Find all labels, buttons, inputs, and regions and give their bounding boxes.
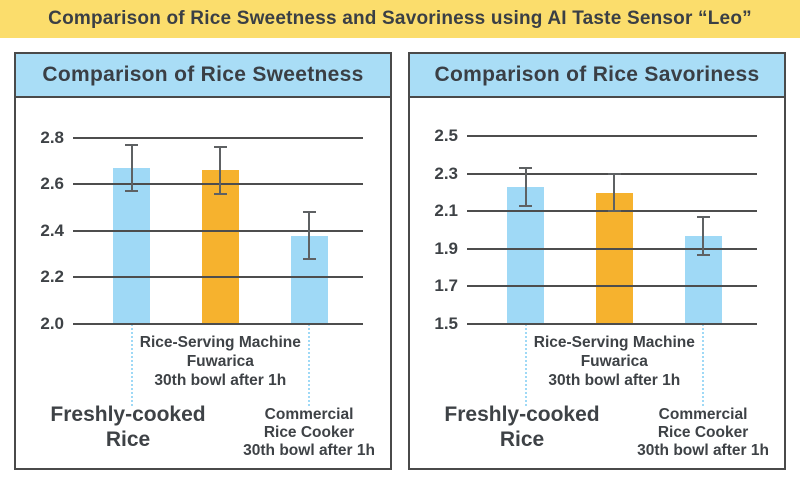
panel-sweetness: Comparison of Rice Sweetness 2.0 2.2 2.4 2.… <box>14 52 392 470</box>
dotted-leader-line <box>702 324 705 406</box>
x-label-commercial-rice-cooker-line: 30th bowl after 1h <box>243 442 375 459</box>
x-label-fuwarica-line: 30th bowl after 1h <box>154 372 287 389</box>
page-title-banner: Comparison of Rice Sweetness and Savorin… <box>0 0 800 38</box>
page-title: Comparison of Rice Sweetness and Savorin… <box>48 8 752 29</box>
x-label-fuwarica: Rice-Serving Machine Fuwarica 30th bowl af… <box>140 333 301 390</box>
gridline-2.6 <box>73 183 363 186</box>
gridline-2.4 <box>73 229 363 232</box>
x-label-freshly-cooked-rice-line: Freshly-cooked <box>50 403 206 426</box>
y-tick-label-1.7: 1.7 <box>434 276 458 296</box>
error-bar-commercial-rice-cooker-30th-bowl <box>308 212 311 259</box>
error-bar-cap-top <box>519 167 533 170</box>
bar-fuwarica-30th-bowl <box>595 192 633 324</box>
x-label-fuwarica-line: Rice-Serving Machine <box>533 334 695 351</box>
savoriness-chart: 1.5 1.7 1.9 2.1 2.3 2.5 Rice-Serving Machine Fu… <box>410 98 784 466</box>
x-label-fuwarica-line: Fuwarica <box>580 353 648 370</box>
x-label-commercial-rice-cooker-line: 30th bowl after 1h <box>637 442 769 459</box>
y-tick-label-2.4: 2.4 <box>40 220 64 240</box>
x-label-fuwarica-line: Rice-Serving Machine <box>139 334 301 351</box>
chart-panels: Comparison of Rice Sweetness 2.0 2.2 2.4 2.… <box>14 52 786 470</box>
savoriness-chart-header: Comparison of Rice Savoriness <box>410 54 784 98</box>
x-label-fuwarica-line: Fuwarica <box>186 353 254 370</box>
gridline-2.2 <box>73 276 363 279</box>
x-label-freshly-cooked-rice-line: Rice <box>499 428 545 451</box>
x-label-freshly-cooked-rice: Freshly-cooked Rice <box>50 402 205 452</box>
bar-freshly-cooked-rice <box>507 186 545 324</box>
x-label-freshly-cooked-rice-line: Rice <box>105 428 151 451</box>
x-label-fuwarica: Rice-Serving Machine Fuwarica 30th bowl af… <box>534 333 695 390</box>
error-bar-cap-bottom <box>696 253 710 256</box>
dotted-leader-line <box>308 324 311 406</box>
y-tick-label-2.6: 2.6 <box>40 174 64 194</box>
error-bar-commercial-rice-cooker-30th-bowl <box>702 217 705 255</box>
sweetness-chart: 2.0 2.2 2.4 2.6 2.8 Rice-Serving Machine Fuwar… <box>16 98 390 466</box>
x-label-commercial-rice-cooker-line: Commercial <box>264 406 354 423</box>
y-tick-label-2.3: 2.3 <box>434 163 458 183</box>
gridline-1.5 <box>467 323 757 325</box>
error-bar-cap-bottom <box>302 257 316 260</box>
sweetness-chart-header: Comparison of Rice Sweetness <box>16 54 390 98</box>
gridline-2.8 <box>73 136 363 139</box>
error-bar-cap-top <box>607 172 621 175</box>
error-bar-cap-bottom <box>607 210 621 213</box>
error-bar-cap-top <box>125 143 139 146</box>
sweetness-chart-title: Comparison of Rice Sweetness <box>42 63 364 86</box>
error-bar-fuwarica-30th-bowl <box>219 147 222 194</box>
panel-savoriness: Comparison of Rice Savoriness 1.5 1.7 1.9 2… <box>408 52 786 470</box>
y-tick-label-2.0: 2.0 <box>40 314 64 333</box>
x-label-commercial-rice-cooker: Commercial Rice Cooker 30th bowl after 1h <box>637 406 769 460</box>
y-tick-label-2.8: 2.8 <box>40 127 64 147</box>
error-bar-cap-bottom <box>213 192 227 195</box>
y-tick-label-1.5: 1.5 <box>434 314 458 333</box>
x-label-freshly-cooked-rice: Freshly-cooked Rice <box>444 402 599 452</box>
x-label-fuwarica-line: 30th bowl after 1h <box>548 372 681 389</box>
dotted-leader-line <box>130 324 133 406</box>
error-bar-cap-top <box>696 216 710 218</box>
error-bar-cap-bottom <box>519 204 533 207</box>
gridline-1.7 <box>467 285 757 288</box>
error-bar-cap-top <box>213 146 227 149</box>
bar-freshly-cooked-rice <box>113 168 151 324</box>
error-bar-cap-bottom <box>125 190 139 193</box>
x-label-commercial-rice-cooker-line: Commercial <box>658 406 748 423</box>
y-tick-label-1.9: 1.9 <box>434 238 458 258</box>
error-bar-cap-top <box>302 211 316 214</box>
x-label-freshly-cooked-rice-line: Freshly-cooked <box>444 403 600 426</box>
y-tick-label-2.1: 2.1 <box>434 201 458 221</box>
x-label-commercial-rice-cooker: Commercial Rice Cooker 30th bowl after 1h <box>243 406 375 460</box>
gridline-2.5 <box>467 135 757 138</box>
dotted-leader-line <box>524 324 527 406</box>
y-tick-label-2.5: 2.5 <box>434 126 458 146</box>
error-bar-fuwarica-30th-bowl <box>613 173 616 212</box>
x-label-commercial-rice-cooker-line: Rice Cooker <box>263 424 355 441</box>
error-bar-freshly-cooked-rice <box>130 144 133 192</box>
x-label-commercial-rice-cooker-line: Rice Cooker <box>657 424 749 441</box>
bar-fuwarica-30th-bowl <box>201 170 239 324</box>
error-bar-freshly-cooked-rice <box>524 168 527 206</box>
gridline-2.0 <box>73 323 363 325</box>
y-tick-label-2.2: 2.2 <box>40 267 64 287</box>
gridline-1.9 <box>467 247 757 250</box>
savoriness-chart-title: Comparison of Rice Savoriness <box>434 63 760 86</box>
